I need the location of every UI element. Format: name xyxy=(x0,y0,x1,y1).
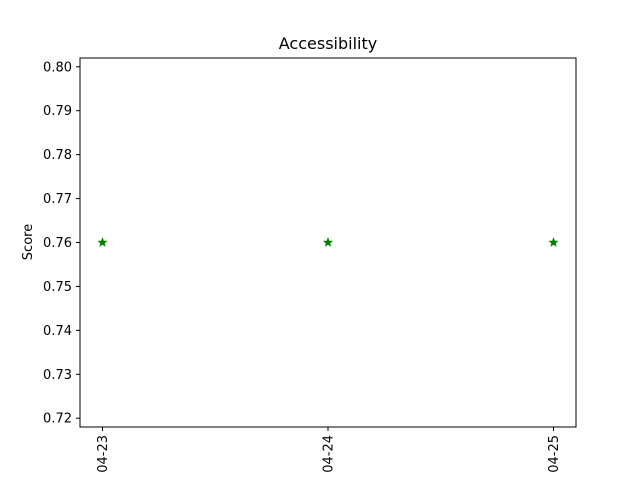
y-tick-label: 0.76 xyxy=(43,236,72,251)
y-tick-label: 0.74 xyxy=(43,324,72,339)
y-tick-label: 0.78 xyxy=(43,148,72,163)
y-tick-label: 0.75 xyxy=(43,280,72,295)
y-tick-label: 0.79 xyxy=(43,104,72,119)
y-axis-label: Score xyxy=(21,224,36,260)
x-tick-label: 04-23 xyxy=(96,435,111,473)
y-tick-label: 0.77 xyxy=(43,192,72,207)
x-tick-label: 04-24 xyxy=(322,435,337,473)
x-axis-ticks: 04-23 04-24 04-25 xyxy=(96,427,562,473)
chart-title: Accessibility xyxy=(279,34,377,53)
data-points xyxy=(97,237,559,247)
data-point-star xyxy=(322,237,334,247)
data-point-star xyxy=(97,237,108,247)
plot-area-frame xyxy=(79,57,577,428)
x-tick-label: 04-25 xyxy=(547,435,562,473)
data-point-star xyxy=(548,237,559,247)
y-tick-label: 0.72 xyxy=(43,412,72,427)
y-tick-label: 0.73 xyxy=(43,368,72,383)
y-tick-label: 0.80 xyxy=(43,60,72,75)
y-axis-ticks: 0.72 0.73 0.74 0.75 0.76 0.77 0.78 0.79 0.80 xyxy=(43,60,80,427)
